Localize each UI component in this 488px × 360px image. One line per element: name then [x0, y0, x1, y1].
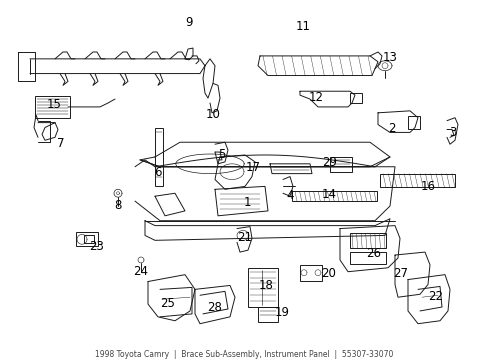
Bar [84, 235, 94, 243]
Text: 4: 4 [285, 189, 293, 202]
Bar [35, 96, 70, 118]
Text: 29: 29 [322, 156, 337, 169]
Bar [407, 116, 419, 130]
Text: 27: 27 [393, 267, 407, 280]
Text: 2: 2 [387, 122, 395, 135]
Bar [379, 174, 454, 187]
Text: 18: 18 [258, 279, 273, 292]
Text: 5: 5 [218, 148, 225, 162]
Text: 10: 10 [205, 108, 220, 121]
Text: 3: 3 [448, 126, 456, 139]
Text: 9: 9 [185, 16, 192, 29]
Text: 17: 17 [245, 161, 260, 174]
Bar [349, 93, 361, 103]
Bar [76, 233, 98, 246]
Text: 7: 7 [57, 137, 64, 150]
Text: 14: 14 [321, 188, 336, 201]
Bar [291, 191, 376, 201]
Text: 19: 19 [274, 306, 289, 319]
Text: 11: 11 [295, 20, 310, 33]
Text: 25: 25 [160, 297, 175, 310]
Text: 28: 28 [207, 301, 222, 314]
Text: 24: 24 [133, 265, 148, 278]
Bar [155, 127, 163, 186]
Text: 8: 8 [114, 199, 122, 212]
Bar [258, 307, 278, 322]
Text: 13: 13 [382, 51, 397, 64]
Bar [299, 265, 321, 280]
Text: 12: 12 [308, 91, 323, 104]
Bar [329, 157, 351, 172]
Text: 1998 Toyota Camry  |  Brace Sub-Assembly, Instrument Panel  |  55307-33070: 1998 Toyota Camry | Brace Sub-Assembly, … [95, 350, 393, 359]
Text: 15: 15 [46, 98, 61, 112]
Text: 23: 23 [89, 240, 104, 253]
Text: 22: 22 [427, 290, 443, 303]
Text: 20: 20 [321, 267, 336, 280]
Text: 26: 26 [366, 247, 381, 260]
Text: 16: 16 [420, 180, 435, 193]
Bar [349, 252, 385, 264]
Text: 1: 1 [243, 195, 250, 208]
Bar [247, 268, 278, 307]
Text: 21: 21 [237, 231, 252, 244]
Bar [349, 234, 385, 248]
Text: 6: 6 [154, 166, 162, 179]
